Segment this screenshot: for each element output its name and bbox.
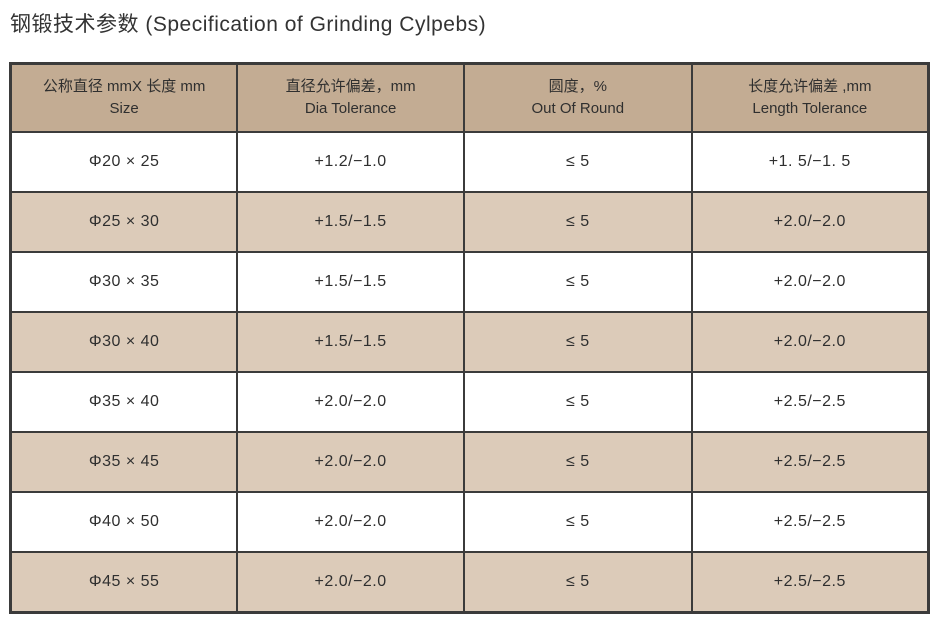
cell-out-of-round: ≤ 5 [462,131,693,193]
cell-dia-tolerance: +1.5/−1.5 [236,311,465,373]
table-row: Φ25 × 30 +1.5/−1.5 ≤ 5 +2.0/−2.0 [9,191,930,253]
cell-dia-tolerance: +1.2/−1.0 [236,131,465,193]
cell-out-of-round: ≤ 5 [462,491,693,553]
column-header-length-tolerance: 长度允许偏差 ,mm Length Tolerance [690,62,930,133]
table-row: Φ30 × 35 +1.5/−1.5 ≤ 5 +2.0/−2.0 [9,251,930,313]
cell-size: Φ25 × 30 [9,191,239,253]
cell-out-of-round: ≤ 5 [462,371,693,433]
table-row: Φ30 × 40 +1.5/−1.5 ≤ 5 +2.0/−2.0 [9,311,930,373]
column-header-size: 公称直径 mmX 长度 mm Size [9,62,239,133]
table-header-row: 公称直径 mmX 长度 mm Size 直径允许偏差，mm Dia Tolera… [9,62,930,133]
cell-size: Φ45 × 55 [9,551,239,614]
cell-length-tolerance: +2.5/−2.5 [690,371,930,433]
cell-dia-tolerance: +2.0/−2.0 [236,431,465,493]
cell-size: Φ35 × 45 [9,431,239,493]
cell-size: Φ20 × 25 [9,131,239,193]
cell-size: Φ30 × 40 [9,311,239,373]
cell-size: Φ40 × 50 [9,491,239,553]
cell-size: Φ30 × 35 [9,251,239,313]
cell-length-tolerance: +2.5/−2.5 [690,491,930,553]
column-header-dia-tolerance: 直径允许偏差，mm Dia Tolerance [236,62,465,133]
column-header-out-of-round: 圆度，% Out Of Round [462,62,693,133]
cell-out-of-round: ≤ 5 [462,251,693,313]
cell-length-tolerance: +2.5/−2.5 [690,551,930,614]
column-header-size-zh: 公称直径 mmX 长度 mm [42,78,206,96]
table-row: Φ20 × 25 +1.2/−1.0 ≤ 5 +1. 5/−1. 5 [9,131,930,193]
cell-length-tolerance: +2.5/−2.5 [690,431,930,493]
column-header-out-of-round-en: Out Of Round [531,100,625,117]
column-header-size-en: Size [109,100,139,117]
table-row: Φ40 × 50 +2.0/−2.0 ≤ 5 +2.5/−2.5 [9,491,930,553]
cell-out-of-round: ≤ 5 [462,551,693,614]
column-header-out-of-round-zh: 圆度，% [548,78,607,96]
cell-out-of-round: ≤ 5 [462,431,693,493]
column-header-length-tolerance-zh: 长度允许偏差 ,mm [748,78,872,96]
cell-dia-tolerance: +1.5/−1.5 [236,191,465,253]
cell-out-of-round: ≤ 5 [462,311,693,373]
page-title: 钢锻技术参数 (Specification of Grinding Cylpeb… [10,13,487,36]
table-row: Φ35 × 45 +2.0/−2.0 ≤ 5 +2.5/−2.5 [9,431,930,493]
spec-table: 公称直径 mmX 长度 mm Size 直径允许偏差，mm Dia Tolera… [9,62,930,614]
cell-dia-tolerance: +2.0/−2.0 [236,371,465,433]
cell-length-tolerance: +2.0/−2.0 [690,191,930,253]
column-header-dia-tolerance-zh: 直径允许偏差，mm [285,78,416,96]
cell-dia-tolerance: +2.0/−2.0 [236,551,465,614]
cell-length-tolerance: +2.0/−2.0 [690,251,930,313]
cell-out-of-round: ≤ 5 [462,191,693,253]
cell-length-tolerance: +1. 5/−1. 5 [690,131,930,193]
cell-dia-tolerance: +2.0/−2.0 [236,491,465,553]
cell-length-tolerance: +2.0/−2.0 [690,311,930,373]
column-header-dia-tolerance-en: Dia Tolerance [304,100,397,117]
table-row: Φ45 × 55 +2.0/−2.0 ≤ 5 +2.5/−2.5 [9,551,930,614]
cell-dia-tolerance: +1.5/−1.5 [236,251,465,313]
cell-size: Φ35 × 40 [9,371,239,433]
table-row: Φ35 × 40 +2.0/−2.0 ≤ 5 +2.5/−2.5 [9,371,930,433]
column-header-length-tolerance-en: Length Tolerance [752,100,868,117]
